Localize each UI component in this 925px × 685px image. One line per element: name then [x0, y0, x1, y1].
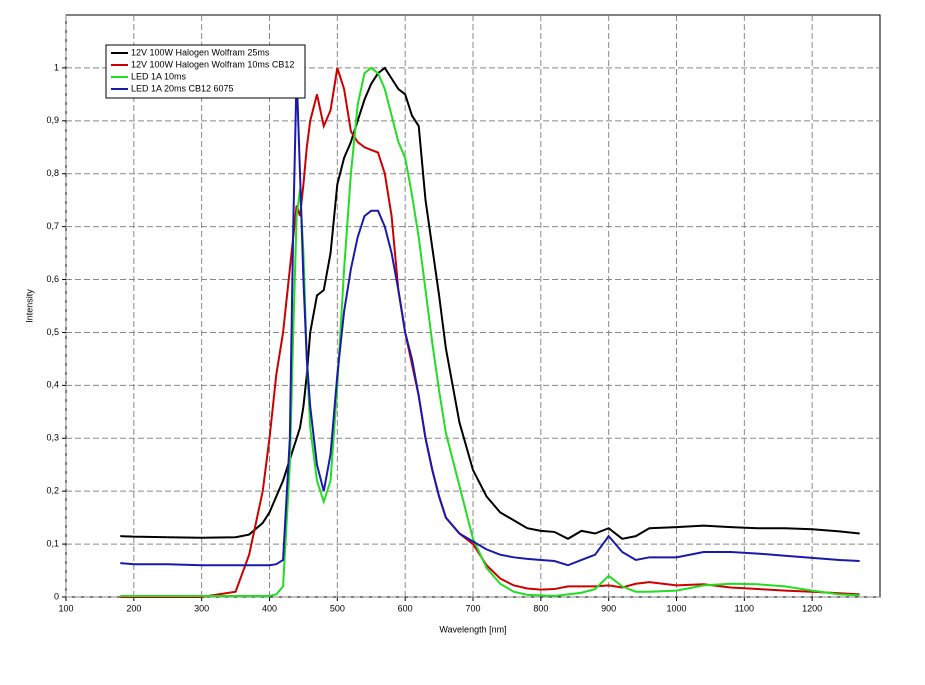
y-tick-label: 0,8	[46, 168, 59, 178]
y-tick-label: 0,3	[46, 433, 59, 443]
x-tick-label: 400	[262, 603, 277, 613]
legend-label: LED 1A 10ms	[131, 71, 187, 81]
series-line	[120, 66, 860, 540]
x-tick-label: 800	[533, 603, 548, 613]
x-tick-label: 100	[58, 603, 73, 613]
y-tick-label: 0,1	[46, 538, 59, 548]
x-tick-label: 1000	[666, 603, 686, 613]
y-axis-label: Intensity	[24, 289, 34, 323]
y-tick-label: 0,6	[46, 274, 59, 284]
series-line	[120, 66, 860, 597]
y-tick-label: 0,5	[46, 327, 59, 337]
x-tick-label: 1100	[735, 603, 754, 613]
legend-label: 12V 100W Halogen Wolfram 10ms CB12	[131, 59, 294, 69]
series-line	[120, 73, 860, 567]
x-tick-label: 500	[330, 603, 345, 613]
y-tick-label: 0,4	[46, 380, 59, 390]
x-tick-label: 700	[465, 603, 480, 613]
y-tick-label: 1	[54, 62, 59, 72]
y-tick-label: 0,7	[46, 221, 59, 231]
x-tick-label: 200	[126, 603, 141, 613]
y-tick-label: 0	[54, 591, 59, 601]
y-tick-label: 0,2	[46, 486, 59, 496]
legend-label: 12V 100W Halogen Wolfram 25ms	[131, 47, 270, 57]
x-axis-label: Wavelength [nm]	[439, 624, 506, 634]
y-tick-label: 0,9	[46, 115, 59, 125]
legend-label: LED 1A 20ms CB12 6075	[131, 83, 234, 93]
x-tick-label: 900	[601, 603, 616, 613]
x-tick-label: 300	[194, 603, 209, 613]
x-tick-label: 1200	[802, 603, 822, 613]
legend-box	[105, 44, 306, 99]
x-tick-label: 600	[398, 603, 413, 613]
